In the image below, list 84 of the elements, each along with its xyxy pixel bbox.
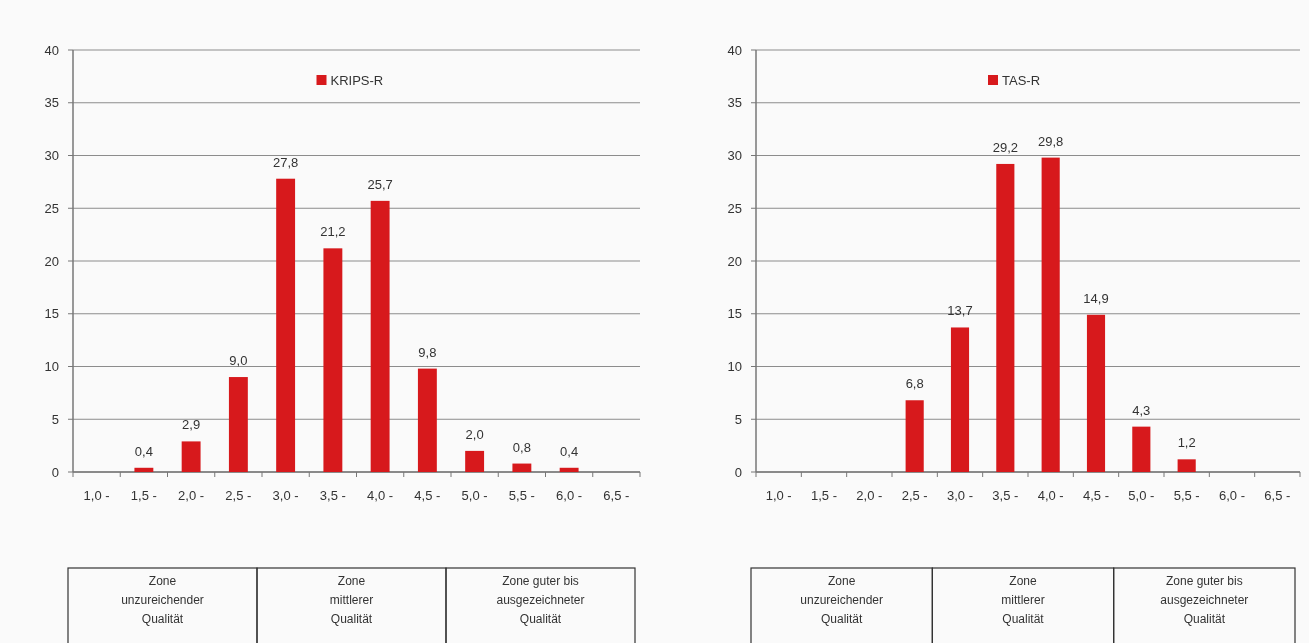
bar (905, 400, 924, 472)
data-label: 6,8 (905, 376, 924, 392)
x-tick-label: 5,5 - (1173, 488, 1200, 503)
x-tick-label: 4,5 - (414, 488, 441, 503)
bar (559, 467, 579, 472)
y-tick-label: 30 (44, 148, 59, 164)
legend-label: KRIPS-R (330, 72, 384, 88)
y-tick-label: 10 (44, 359, 59, 375)
x-tick-label: 2,0 - (178, 488, 205, 503)
data-label: 4,3 (1132, 402, 1151, 418)
x-tick-label: 1,5 - (130, 488, 157, 503)
x-tick-label: 5,0 - (1128, 488, 1155, 503)
data-label: 21,2 (320, 224, 346, 240)
x-tick-label: 3,5 - (319, 488, 346, 503)
bar (370, 200, 390, 472)
x-tick-label: 2,5 - (225, 488, 252, 503)
text: Zone mittlerer Qualität (1001, 574, 1045, 626)
bar (1086, 314, 1106, 472)
text: Zone unzureichender Qualität (800, 574, 884, 626)
data-label: 0,4 (560, 443, 579, 459)
data-label: 9,0 (229, 353, 248, 369)
y-tick-label: 25 (727, 200, 742, 216)
data-label: 27,8 (272, 154, 299, 170)
x-tick-label: 3,0 - (946, 488, 974, 503)
bar (323, 248, 343, 472)
y-tick-label: 5 (734, 411, 742, 427)
x-tick-label: 5,0 - (461, 488, 488, 503)
bar (1177, 459, 1196, 472)
x-tick-label: 6,0 - (1218, 488, 1246, 503)
bar (950, 327, 970, 472)
y-tick-label: 15 (727, 306, 742, 322)
x-tick-label: 1,0 - (83, 488, 110, 503)
data-label: 9,8 (418, 344, 437, 360)
x-tick-label: 3,5 - (992, 488, 1019, 503)
bar (996, 163, 1015, 472)
x-tick-label: 2,0 - (856, 488, 883, 503)
text: Zone unzureichender Qualität (121, 574, 204, 626)
y-tick-label: 25 (44, 200, 59, 216)
y-tick-label: 40 (727, 42, 742, 58)
bar (134, 467, 154, 472)
data-label: 25,7 (367, 176, 393, 192)
text: Zone guter bis ausgezeichneter Qualität (1160, 574, 1249, 626)
x-tick-label: 2,5 - (901, 488, 928, 503)
x-tick-label: 6,5 - (1264, 488, 1291, 503)
x-tick-label: 1,5 - (810, 488, 838, 503)
y-tick-label: 0 (734, 464, 742, 480)
y-tick-label: 35 (44, 95, 59, 111)
y-tick-label: 40 (44, 42, 59, 58)
bar (512, 463, 532, 472)
bar (276, 178, 296, 472)
x-tick-label: 4,0 - (367, 488, 394, 503)
x-tick-label: 1,0 - (765, 488, 792, 503)
bar (228, 377, 248, 472)
legend-label: TAS-R (1002, 72, 1041, 88)
y-tick-label: 15 (44, 306, 59, 322)
y-tick-label: 0 (51, 464, 59, 480)
text: Zone guter bis ausgezeichneter Qualität (496, 574, 585, 626)
data-label: 0,4 (134, 443, 153, 459)
data-label: 1,2 (1177, 435, 1196, 451)
data-label: 13,7 (947, 303, 973, 319)
y-tick-label: 5 (51, 411, 59, 427)
data-label: 29,2 (992, 139, 1018, 155)
x-tick-label: 5,5 - (508, 488, 535, 503)
text: Zone mittlerer Qualität (329, 574, 374, 626)
data-label: 2,9 (182, 417, 201, 433)
x-tick-label: 6,5 - (603, 488, 630, 503)
x-tick-label: 4,0 - (1037, 488, 1064, 503)
data-label: 29,8 (1038, 133, 1064, 149)
bar (417, 368, 437, 472)
bar (181, 441, 201, 472)
bar (1132, 426, 1151, 472)
y-tick-label: 20 (727, 253, 742, 269)
bar (465, 450, 485, 472)
y-tick-label: 30 (727, 148, 742, 164)
bar (1041, 157, 1060, 472)
data-label: 14,9 (1083, 290, 1109, 306)
y-tick-label: 35 (727, 95, 742, 111)
y-tick-label: 20 (44, 253, 59, 269)
x-tick-label: 3,0 - (272, 488, 299, 503)
data-label: 2,0 (465, 426, 484, 442)
y-tick-label: 10 (727, 359, 742, 375)
x-tick-label: 4,5 - (1082, 488, 1110, 503)
x-tick-label: 6,0 - (556, 488, 583, 503)
data-label: 0,8 (512, 439, 531, 455)
